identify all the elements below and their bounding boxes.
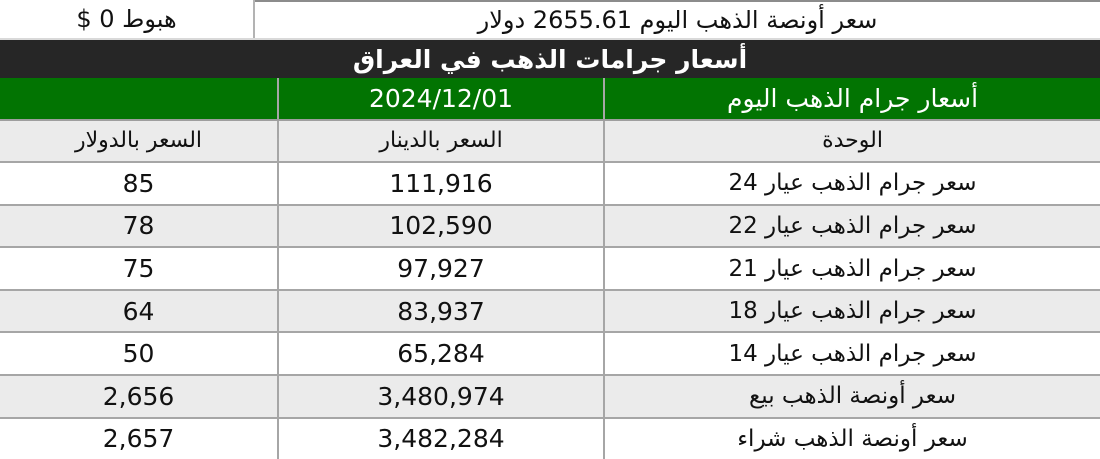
dinar-price: 3,480,974 xyxy=(277,375,603,417)
ounce-price-today: سعر أونصة الذهب اليوم 2655.61 دولار xyxy=(255,0,1100,38)
page-title: أسعار جرامات الذهب في العراق xyxy=(0,40,1100,78)
dinar-price: 65,284 xyxy=(277,333,603,374)
date-cell: 2024/12/01 xyxy=(277,78,603,119)
unit-label: سعر جرام الذهب عيار 24 xyxy=(603,163,1100,204)
ounce-change-value: هبوط 0 $ xyxy=(0,0,255,38)
unit-label: سعر جرام الذهب عيار 21 xyxy=(603,248,1100,289)
dollar-price: 75 xyxy=(122,254,155,284)
dinar-price: 111,916 xyxy=(277,163,603,204)
unit-label: سعر أونصة الذهب بيع xyxy=(603,375,1100,417)
ounce-summary-bar: هبوط 0 $ سعر أونصة الذهب اليوم 2655.61 د… xyxy=(0,0,1100,40)
dinar-price: 83,937 xyxy=(277,290,603,332)
unit-label: سعر أونصة الذهب شراء xyxy=(603,418,1100,459)
column-header-unit: الوحدة xyxy=(603,120,1100,162)
dollar-price: 78 xyxy=(122,211,155,241)
unit-label: سعر جرام الذهب عيار 18 xyxy=(603,290,1100,332)
dollar-price: 64 xyxy=(122,296,155,326)
dinar-price: 97,927 xyxy=(277,248,603,289)
table-row-karat-22: 78 102,590 سعر جرام الذهب عيار 22 xyxy=(0,205,1100,249)
dollar-price: 2,657 xyxy=(102,424,175,454)
table-title-row: 2024/12/01 أسعار جرام الذهب اليوم xyxy=(0,78,1100,121)
table-row-karat-18: 64 83,937 سعر جرام الذهب عيار 18 xyxy=(0,290,1100,334)
unit-label: سعر جرام الذهب عيار 22 xyxy=(603,205,1100,247)
table-row-karat-14: 50 65,284 سعر جرام الذهب عيار 14 xyxy=(0,333,1100,376)
column-header-dollar: السعر بالدولار xyxy=(74,128,203,154)
dollar-price: 2,656 xyxy=(102,381,175,411)
dollar-price: 85 xyxy=(122,168,155,198)
table-row-ounce-sell: 2,656 3,480,974 سعر أونصة الذهب بيع xyxy=(0,375,1100,419)
unit-label: سعر جرام الذهب عيار 14 xyxy=(603,333,1100,374)
dinar-price: 3,482,284 xyxy=(277,418,603,459)
table-row-karat-24: 85 111,916 سعر جرام الذهب عيار 24 xyxy=(0,163,1100,206)
column-header-dinar: السعر بالدينار xyxy=(277,120,603,162)
title-empty-cell xyxy=(0,78,277,119)
table-title-cell: أسعار جرام الذهب اليوم xyxy=(603,78,1100,119)
dollar-price: 50 xyxy=(122,339,155,369)
table-row-karat-21: 75 97,927 سعر جرام الذهب عيار 21 xyxy=(0,248,1100,291)
gold-prices-table: 2024/12/01 أسعار جرام الذهب اليوم السعر … xyxy=(0,78,1100,459)
column-header-row: السعر بالدولار السعر بالدينار الوحدة xyxy=(0,120,1100,164)
dinar-price: 102,590 xyxy=(277,205,603,247)
table-row-ounce-buy: 2,657 3,482,284 سعر أونصة الذهب شراء xyxy=(0,418,1100,459)
